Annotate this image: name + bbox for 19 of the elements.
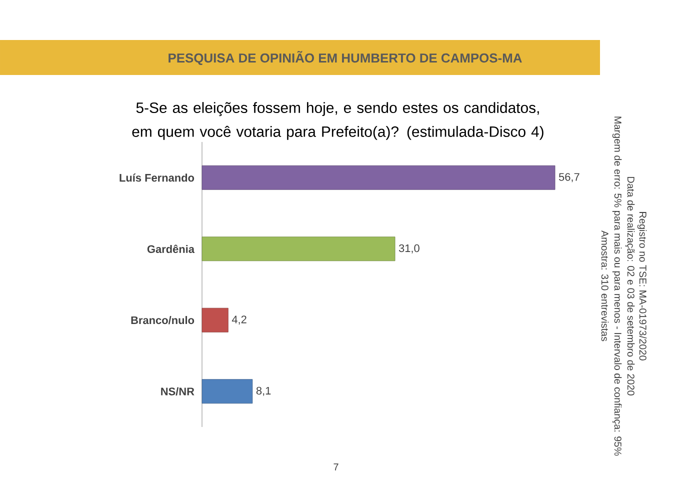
- y-tick-label: Gardênia: [147, 244, 195, 254]
- data-label: 31,0: [398, 244, 420, 254]
- bar: [202, 236, 396, 262]
- data-label: 4,2: [232, 316, 246, 325]
- bar: [202, 379, 253, 404]
- text: Data de realização: 02 e 03 de setembro de 2020: [625, 176, 635, 396]
- bar: [202, 165, 556, 190]
- text: 7: [334, 464, 338, 470]
- bar: [202, 308, 228, 332]
- data-label: 56,7: [558, 173, 580, 182]
- chart-subtitle: 5-Se as eleições fossem hoje, e sendo estes os candidatos, em quem você votaria para Prefeito(a)? (estimulada-Disco 4): [132, 102, 544, 140]
- y-tick-label: NS/NR: [161, 387, 194, 396]
- data-label: 8,1: [256, 386, 271, 396]
- y-tick-label: Luís Fernando: [120, 174, 194, 182]
- chart-title: PESQUISA DE OPINIÃO EM HUMBERTO DE CAMPOS-MA: [168, 50, 522, 66]
- y-tick-label: Branco/nulo: [131, 316, 194, 324]
- text: Margem de erro: 5% para mais ou para menos - Intervalo de confiança: 95%: [612, 116, 622, 456]
- text: Amostra: 310 entrevistas: [601, 230, 609, 342]
- text: Registro no TSE: MA-01973/2020: [637, 212, 647, 360]
